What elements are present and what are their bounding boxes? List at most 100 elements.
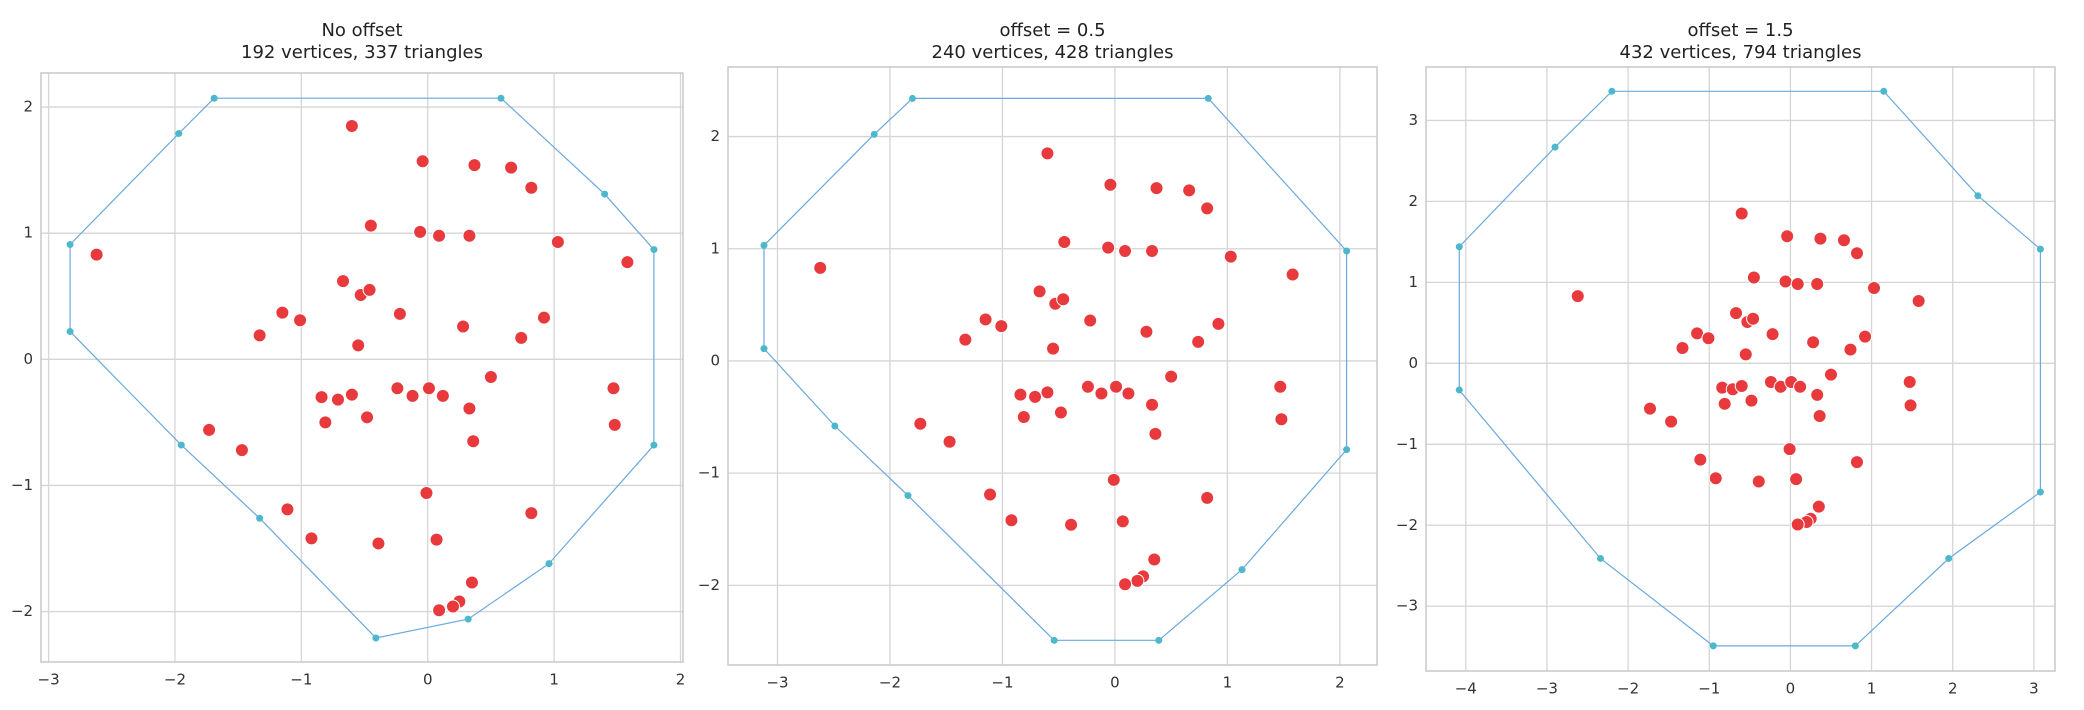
x-tick-label: 1 bbox=[1867, 680, 1877, 698]
input-point bbox=[1118, 244, 1133, 258]
input-point bbox=[1858, 329, 1873, 344]
input-point bbox=[1810, 276, 1825, 291]
input-point bbox=[435, 388, 450, 403]
mesh-vertex bbox=[601, 190, 609, 198]
input-point bbox=[1734, 379, 1749, 394]
y-tick-label: −1 bbox=[11, 476, 33, 494]
input-point bbox=[1782, 442, 1797, 457]
input-point bbox=[392, 306, 407, 321]
input-point bbox=[958, 332, 973, 347]
input-point bbox=[432, 228, 447, 243]
input-point bbox=[314, 390, 329, 405]
input-point bbox=[344, 118, 359, 133]
y-tick-label: −3 bbox=[1396, 597, 1418, 615]
input-point bbox=[419, 485, 434, 500]
input-point bbox=[304, 531, 319, 546]
input-point bbox=[1053, 405, 1068, 420]
x-tick-label: 2 bbox=[1948, 680, 1958, 698]
input-point bbox=[344, 387, 359, 402]
input-point bbox=[1744, 393, 1759, 408]
input-point bbox=[445, 599, 460, 614]
input-point bbox=[1717, 396, 1732, 411]
input-point bbox=[1664, 414, 1679, 429]
mesh-vertex bbox=[1945, 554, 1953, 562]
input-point bbox=[1789, 472, 1804, 487]
x-tick-label: −2 bbox=[879, 674, 901, 692]
y-tick-label: 1 bbox=[1408, 273, 1418, 291]
y-tick-label: −1 bbox=[1396, 435, 1418, 453]
input-point bbox=[234, 443, 249, 458]
x-tick-label: −2 bbox=[1617, 680, 1639, 698]
x-tick-label: 2 bbox=[676, 671, 686, 689]
mesh-vertex bbox=[1608, 87, 1616, 95]
mesh-vertex bbox=[870, 130, 878, 138]
x-tick-label: −1 bbox=[290, 671, 312, 689]
mesh-vertex bbox=[1709, 642, 1717, 650]
y-tick-label: −1 bbox=[698, 464, 720, 482]
input-point bbox=[1843, 342, 1858, 357]
mesh-vertex bbox=[1851, 642, 1859, 650]
input-point bbox=[202, 422, 217, 437]
input-point bbox=[1106, 472, 1121, 487]
input-point bbox=[483, 369, 498, 384]
y-tick-label: 2 bbox=[1408, 192, 1418, 210]
input-point bbox=[1057, 235, 1072, 250]
input-point bbox=[1164, 369, 1179, 384]
x-tick-label: 0 bbox=[1786, 680, 1796, 698]
input-point bbox=[415, 154, 430, 169]
mesh-vertex bbox=[210, 94, 218, 102]
input-point bbox=[620, 255, 635, 270]
input-point bbox=[1285, 267, 1300, 282]
x-tick-label: 0 bbox=[423, 671, 433, 689]
input-point bbox=[524, 180, 539, 195]
input-point bbox=[1028, 389, 1043, 404]
input-point bbox=[1182, 183, 1197, 198]
input-point bbox=[1738, 347, 1753, 362]
mesh-vertex bbox=[2036, 488, 2044, 496]
mesh-vertex bbox=[760, 345, 768, 353]
mesh-vertex bbox=[175, 130, 183, 138]
input-point bbox=[1040, 385, 1055, 400]
input-point bbox=[1734, 206, 1749, 221]
input-point bbox=[371, 536, 386, 551]
input-point bbox=[1149, 181, 1164, 196]
mesh-vertex bbox=[66, 241, 74, 249]
y-tick-label: 3 bbox=[1408, 111, 1418, 129]
input-point bbox=[1145, 244, 1160, 258]
input-point bbox=[456, 319, 471, 334]
input-point bbox=[1790, 276, 1805, 291]
input-point bbox=[429, 532, 444, 547]
input-point bbox=[1867, 281, 1882, 296]
input-point bbox=[1115, 514, 1130, 529]
mesh-vertex bbox=[1155, 636, 1163, 644]
input-point bbox=[1693, 452, 1708, 467]
input-point bbox=[330, 392, 345, 407]
mesh-vertex bbox=[650, 441, 658, 449]
input-point bbox=[1118, 577, 1133, 592]
input-point bbox=[1751, 474, 1766, 489]
input-point bbox=[1147, 552, 1162, 567]
input-point bbox=[1200, 490, 1215, 505]
mesh-vertex bbox=[1204, 94, 1212, 102]
input-point bbox=[467, 158, 482, 173]
input-point bbox=[504, 160, 519, 175]
y-tick-label: 0 bbox=[1408, 354, 1418, 372]
input-point bbox=[1148, 426, 1163, 441]
input-point bbox=[1570, 289, 1585, 304]
input-point bbox=[913, 416, 928, 431]
input-point bbox=[1836, 233, 1851, 248]
input-point bbox=[1911, 293, 1926, 308]
chart-subtitle: 432 vertices, 794 triangles bbox=[1620, 42, 1862, 63]
input-point bbox=[1903, 398, 1918, 413]
plot-frame bbox=[40, 72, 684, 663]
mesh-vertex bbox=[760, 241, 768, 249]
input-point bbox=[432, 603, 447, 618]
x-tick-label: −1 bbox=[1698, 680, 1720, 698]
input-point bbox=[1812, 408, 1827, 423]
x-tick-label: −4 bbox=[1455, 680, 1477, 698]
input-point bbox=[466, 434, 481, 449]
input-point bbox=[1849, 246, 1864, 261]
